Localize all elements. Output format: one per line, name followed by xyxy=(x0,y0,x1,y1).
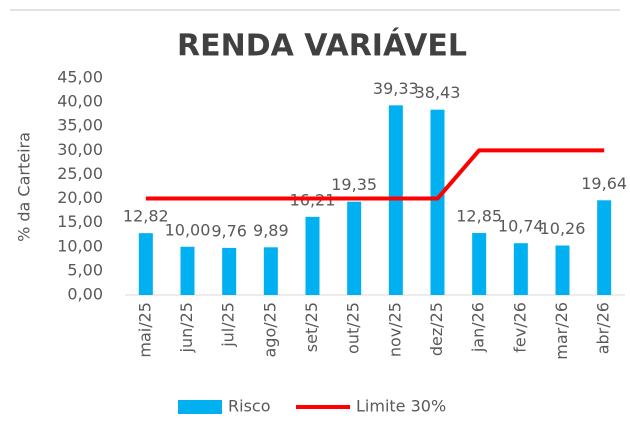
limit-line xyxy=(145,148,605,201)
y-tick-label: 40,00 xyxy=(57,92,103,111)
data-label: 19,35 xyxy=(331,175,377,194)
bar xyxy=(513,243,528,295)
y-tick-label: 15,00 xyxy=(57,212,103,231)
x-tick-label: dez/25 xyxy=(427,302,446,356)
y-tick-label: 5,00 xyxy=(67,260,103,279)
x-tick-label: jul/25 xyxy=(219,302,238,348)
x-tick-label: set/25 xyxy=(302,302,321,352)
bar xyxy=(472,233,487,295)
bar xyxy=(305,216,320,295)
data-label: 19,64 xyxy=(581,174,627,193)
x-tick-label: out/25 xyxy=(344,302,363,354)
bar xyxy=(180,246,195,295)
bar xyxy=(222,247,237,295)
legend-label: Limite 30% xyxy=(356,397,446,416)
bar xyxy=(597,200,612,295)
data-label: 9,76 xyxy=(211,221,247,240)
bar xyxy=(138,233,153,295)
y-tick-label: 30,00 xyxy=(57,140,103,159)
legend-label: Risco xyxy=(228,397,270,416)
x-tick-label: jun/25 xyxy=(177,302,196,353)
bar xyxy=(430,109,445,295)
x-tick-label: ago/25 xyxy=(260,302,279,358)
data-label: 12,85 xyxy=(456,207,502,226)
y-tick-label: 45,00 xyxy=(57,68,103,87)
x-tick-label: jan/26 xyxy=(469,302,488,353)
data-label: 9,89 xyxy=(253,221,289,240)
data-label: 10,74 xyxy=(498,217,544,236)
x-tick-label: nov/25 xyxy=(385,302,404,357)
data-label: 10,26 xyxy=(540,219,586,238)
y-tick-label: 35,00 xyxy=(57,116,103,135)
x-tick-label: fev/26 xyxy=(510,302,529,353)
data-label: 39,33 xyxy=(373,79,419,98)
x-tick-label: abr/26 xyxy=(594,302,613,354)
data-label: 12,82 xyxy=(123,207,169,226)
bar xyxy=(263,247,278,295)
x-tick-label: mar/26 xyxy=(552,302,571,360)
bar xyxy=(347,201,362,295)
y-tick-label: 20,00 xyxy=(57,188,103,207)
chart-title: RENDA VARIÁVEL xyxy=(177,28,467,64)
data-label: 10,00 xyxy=(165,220,211,239)
legend-swatch xyxy=(178,400,222,414)
y-axis-label: % da Carteira xyxy=(15,132,34,242)
x-tick-label: mai/25 xyxy=(135,302,154,358)
y-tick-label: 25,00 xyxy=(57,164,103,183)
y-tick-label: 0,00 xyxy=(67,285,103,304)
bar xyxy=(555,245,570,295)
data-label: 38,43 xyxy=(415,83,461,102)
y-tick-label: 10,00 xyxy=(57,236,103,255)
